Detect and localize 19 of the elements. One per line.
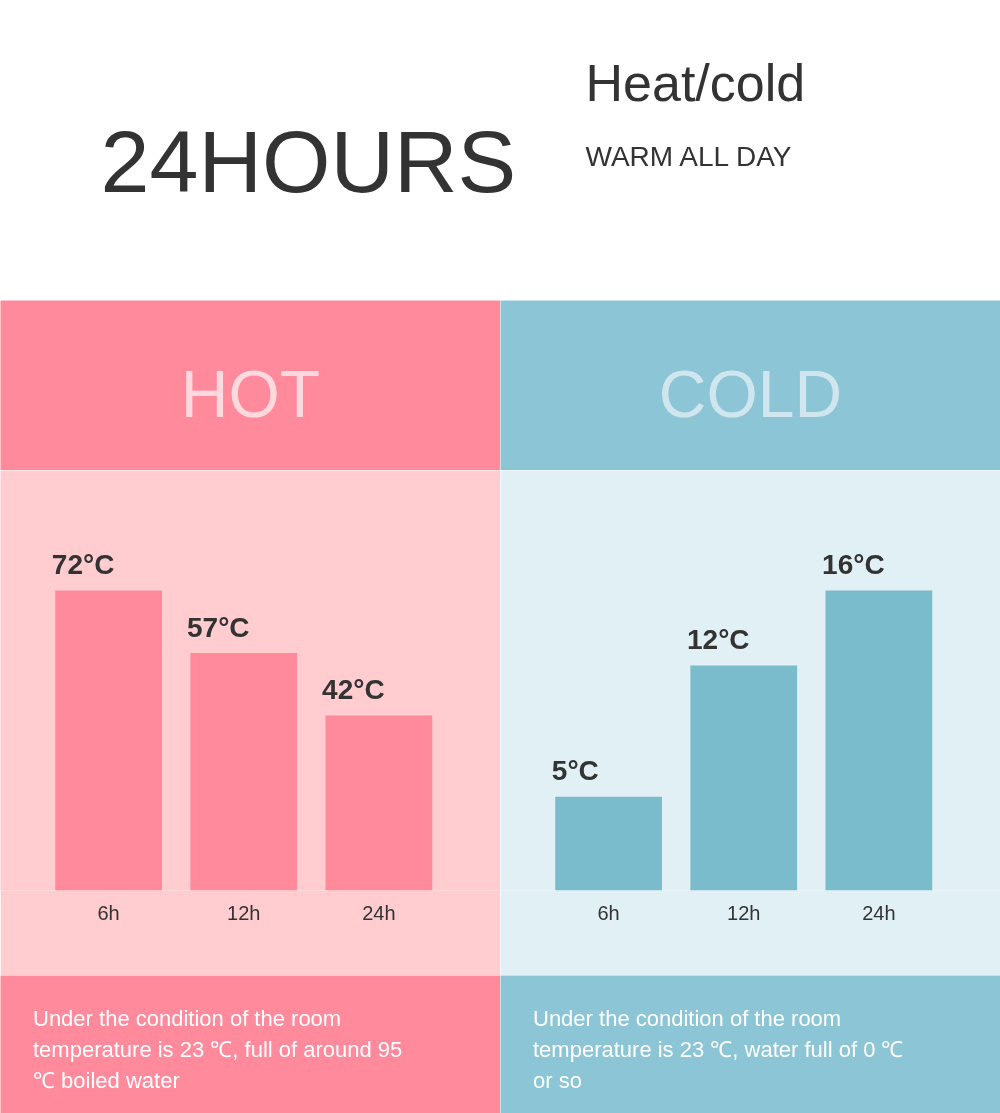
- x-tick-label: 12h: [727, 901, 761, 924]
- data-label: 5°C: [551, 755, 599, 787]
- x-tick-label: 6h: [97, 901, 120, 924]
- text: Under the condition of the room temperature is 23 ℃, full of around 95 ℃ boiled water: [33, 1005, 403, 1094]
- data-label: 16°C: [822, 549, 885, 580]
- text: 24HOURS: [100, 111, 517, 211]
- text: Under the condition of the room temperature is 23 ℃, water full of 0 ℃ or so: [533, 1005, 904, 1094]
- data-label: 12°C: [686, 624, 750, 655]
- x-tick-label: 24h: [862, 901, 896, 924]
- x-tick-label: 24h: [362, 901, 396, 924]
- data-label: 72°C: [51, 549, 115, 580]
- chart-title: HOT: [180, 357, 321, 431]
- text: WARM ALL DAY: [585, 141, 792, 172]
- text: Heat/cold: [585, 53, 806, 112]
- x-tick-label: 6h: [597, 901, 620, 924]
- x-tick-label: 12h: [227, 901, 261, 924]
- chart-title: COLD: [658, 357, 843, 431]
- data-label: 42°C: [322, 674, 385, 705]
- data-label: 57°C: [186, 611, 250, 643]
